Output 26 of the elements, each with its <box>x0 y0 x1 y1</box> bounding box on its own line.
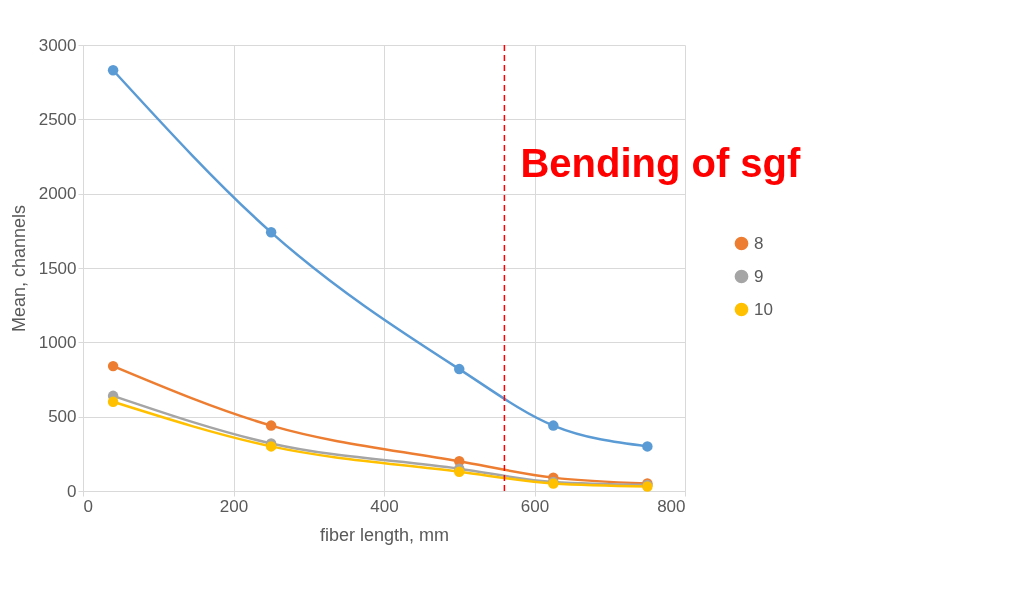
x-axis-title: fiber length, mm <box>319 524 450 545</box>
point <box>107 396 119 408</box>
point <box>107 65 119 76</box>
x-tick-label: 600 <box>520 496 550 516</box>
x-tick-label: 200 <box>219 496 249 516</box>
y-tick-label: 2500 <box>38 109 77 129</box>
y-axis-title: Mean, channels <box>8 204 29 333</box>
x-tick-label: 400 <box>370 496 399 516</box>
y-tick-label: 1500 <box>38 258 77 278</box>
legend-label: 10 <box>754 299 773 319</box>
y-tick-label: 1000 <box>38 332 77 352</box>
legend-label: 9 <box>754 266 764 286</box>
legend-label: 8 <box>754 233 764 253</box>
point <box>454 363 465 375</box>
x-tick-label: 0 <box>83 496 93 516</box>
point <box>265 227 277 238</box>
x-tick-label: 800 <box>657 496 686 516</box>
point <box>107 360 119 372</box>
y-tick-label: 500 <box>48 407 77 427</box>
point <box>548 420 559 431</box>
y-tick-label: 3000 <box>38 35 77 55</box>
y-tick-label: 0 <box>67 481 77 501</box>
ref-line-label: Bending of sgf <box>520 141 802 185</box>
y-tick-label: 2000 <box>38 184 77 204</box>
point <box>642 441 653 452</box>
point <box>265 420 277 431</box>
